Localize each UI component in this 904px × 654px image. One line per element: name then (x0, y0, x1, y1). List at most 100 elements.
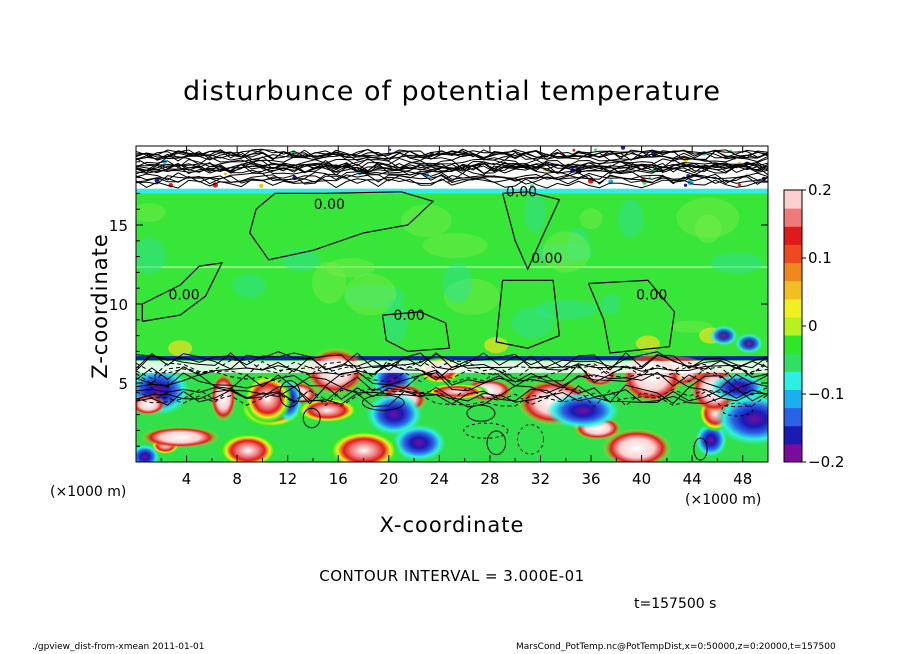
contour-line (136, 352, 768, 371)
contour-loop (466, 404, 496, 422)
contour-line (136, 385, 768, 405)
colorbar-swatch (784, 335, 802, 354)
upper-speckle (389, 148, 392, 151)
x-tick-label: 28 (480, 470, 499, 488)
contour-interval-label: CONTOUR INTERVAL = 3.000E-01 (319, 567, 585, 585)
turbulence-blob (136, 444, 160, 462)
time-label: t=157500 s (634, 596, 717, 612)
colorbar-swatch (784, 371, 802, 390)
field-patch (511, 307, 554, 339)
warm-patch (168, 340, 193, 357)
contour-line (136, 388, 768, 408)
zero-contour (587, 279, 676, 354)
contour-label: 0.00 (314, 197, 345, 213)
upper-speckle (224, 172, 227, 176)
colorbar-tick-label: −0.1 (808, 385, 844, 403)
contour-loop (302, 407, 321, 429)
colorbar-swatch (784, 316, 802, 336)
y-tick-label: 5 (118, 375, 128, 393)
contour-line (136, 148, 768, 159)
field-patch (618, 199, 644, 238)
x-tick-label: 4 (182, 470, 192, 488)
zero-contour (381, 311, 451, 353)
x-tick-label: 8 (232, 470, 242, 488)
colorbar-tick-label: 0.1 (808, 249, 832, 267)
contour-line (136, 363, 768, 384)
field-patch (344, 284, 405, 308)
warm-patch (484, 337, 509, 354)
cool-patch (709, 325, 738, 346)
colorbar: 0.2 0.1 0 −0.1 −0.2 (783, 181, 844, 471)
field-patch (710, 252, 763, 274)
field-patch (600, 294, 621, 315)
colorbar-swatch (784, 443, 802, 463)
cool-patch (735, 333, 764, 354)
upper-speckle (572, 148, 576, 152)
x-tick-label: 24 (430, 470, 449, 488)
x-axis-unit-left: (×1000 m) (50, 484, 127, 500)
contour-line (136, 156, 768, 167)
colorbar-swatch (784, 407, 802, 427)
x-tick-label: 40 (632, 470, 651, 488)
turbulence-blob (295, 396, 360, 424)
contour-line (136, 369, 768, 389)
field-patch (442, 263, 472, 305)
colorbar-swatch (784, 262, 802, 282)
turbulence-blob (392, 424, 446, 461)
footer-left: ./gpview_dist-from-xmean 2011-01-01 (32, 642, 205, 652)
upper-speckle (620, 146, 626, 150)
x-axis-label: X-coordinate (379, 513, 525, 537)
contour-line (136, 359, 768, 379)
turbulence-blob (602, 428, 672, 462)
turbulence-blob (715, 393, 768, 445)
upper-speckle (259, 183, 264, 188)
contour-line (136, 372, 768, 392)
contour-loop (361, 394, 405, 411)
contour-label: 0.00 (531, 251, 562, 267)
turbulence-blob (327, 429, 401, 462)
colorbar-swatch (784, 389, 802, 409)
zero-contour (141, 262, 224, 322)
field-patch (443, 278, 500, 315)
turbulence-blob (366, 393, 423, 436)
field-patch (524, 191, 546, 233)
field-patch (669, 320, 713, 333)
field-patch (344, 273, 397, 316)
zero-contour (502, 191, 561, 271)
contour-loop (486, 430, 507, 456)
contour-line (136, 150, 768, 161)
colorbar-swatch (784, 353, 802, 372)
x-axis-unit-right: (×1000 m) (685, 492, 762, 508)
field-patch (579, 208, 603, 230)
upper-speckle (529, 184, 535, 189)
field-patch (325, 258, 376, 278)
contour-loop (463, 422, 509, 439)
contour-line (136, 170, 768, 182)
heatmap-field (136, 146, 768, 462)
field-patch (676, 197, 740, 238)
field-patch (232, 273, 266, 298)
chart-title: disturbunce of potential temperature (183, 76, 721, 107)
x-tick-label: 36 (581, 470, 600, 488)
footer-right: MarsCond_PotTemp.nc@PotTempDist,x=0:5000… (516, 642, 836, 652)
contour-label: 0.00 (506, 185, 537, 201)
contour-loop (721, 402, 754, 417)
contour-loop (279, 380, 301, 408)
field-patch (534, 243, 594, 263)
warm-patch (635, 335, 660, 352)
field-patch (312, 261, 347, 304)
colorbar-swatch (784, 190, 802, 209)
contour-line (136, 158, 768, 170)
contour-line (136, 150, 768, 162)
colorbar-swatch (784, 226, 802, 245)
field-patch (422, 233, 488, 258)
colorbar-swatch (784, 244, 802, 264)
turbulence-blob (140, 426, 220, 449)
upper-speckle (683, 183, 688, 187)
contour-label: 0.00 (393, 308, 424, 324)
upper-speckle (648, 176, 651, 179)
colorbar-swatch (784, 425, 802, 445)
contour-label: 0.00 (168, 287, 199, 303)
